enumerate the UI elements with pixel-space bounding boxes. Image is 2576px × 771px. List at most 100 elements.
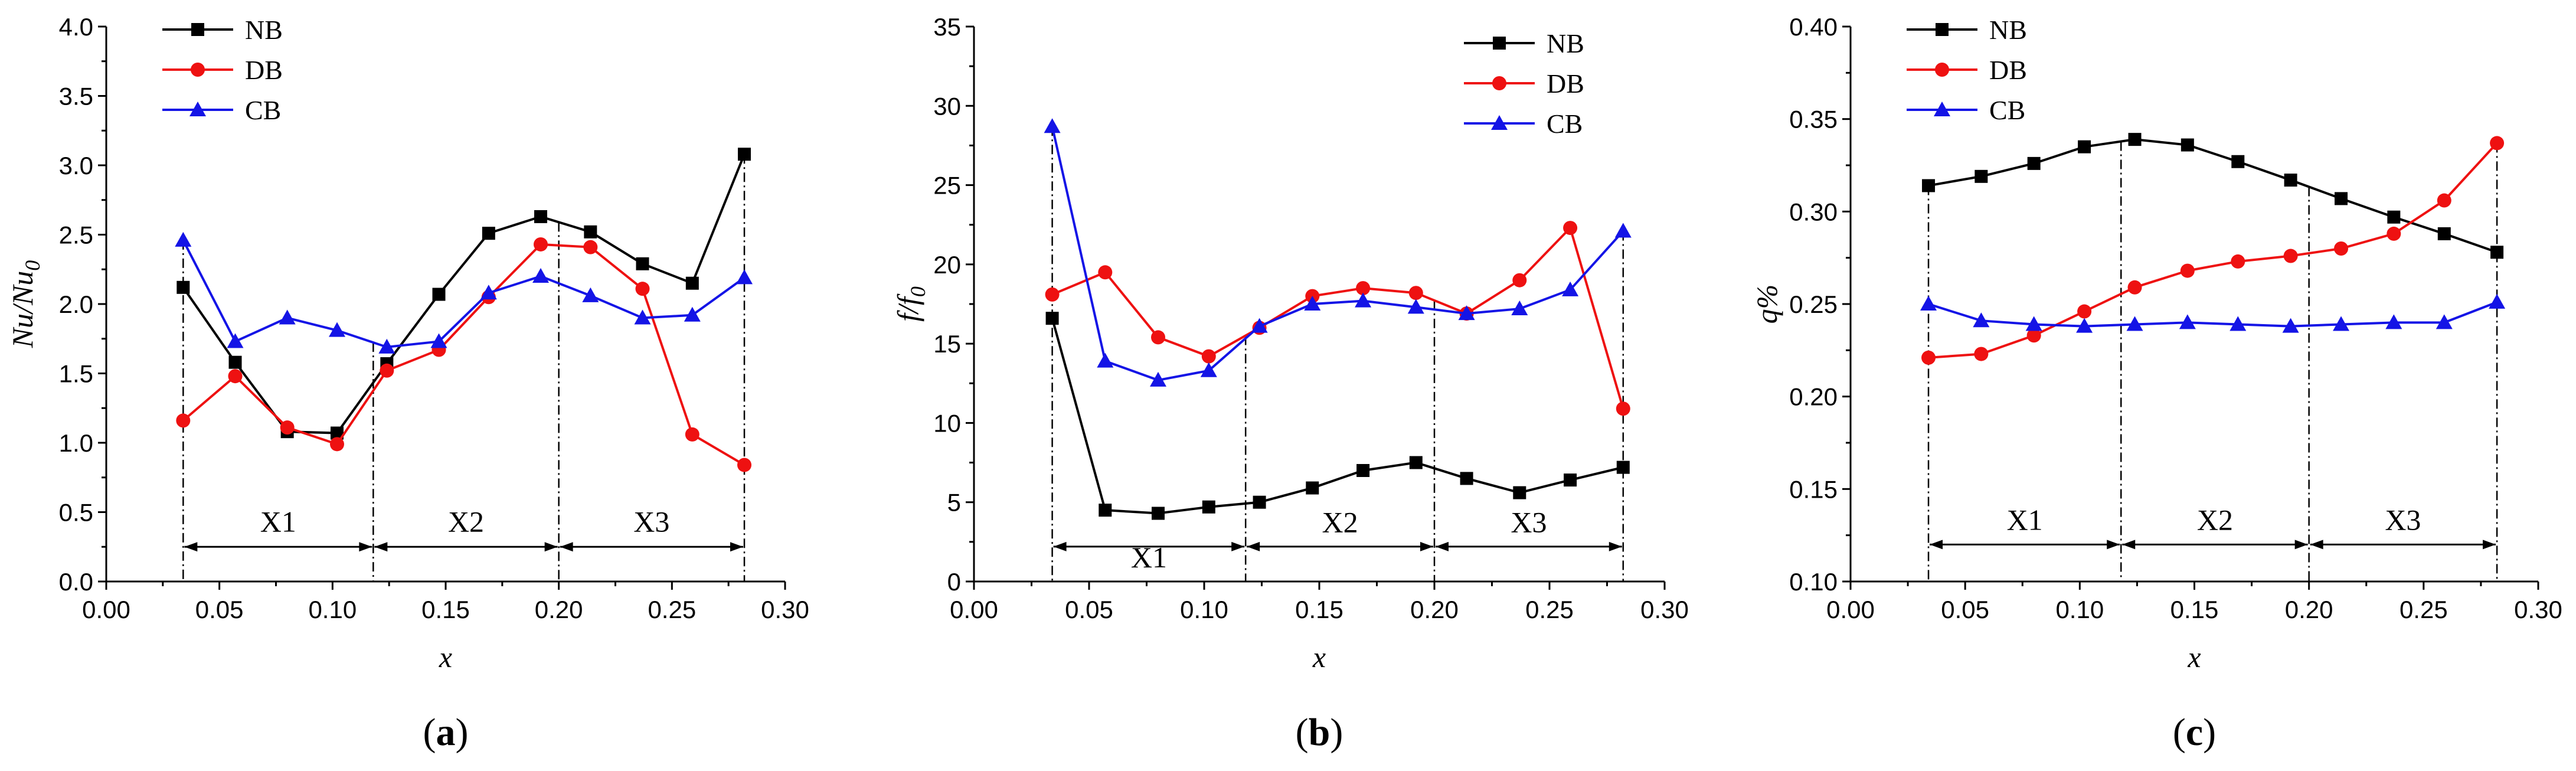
- data-point-db: [1045, 287, 1060, 302]
- region-arrowhead-left: [184, 542, 198, 552]
- region-label-x1: X1: [1131, 541, 1167, 574]
- data-point-db: [2026, 328, 2041, 343]
- data-point-nb: [1356, 464, 1370, 477]
- data-point-db: [1098, 265, 1113, 280]
- data-point-nb: [1306, 481, 1319, 495]
- series-cb: [175, 231, 753, 354]
- y-axis-title: q%: [1750, 285, 1783, 324]
- data-point-nb: [1099, 504, 1112, 517]
- data-point-nb: [2128, 133, 2142, 146]
- data-point-db: [2490, 136, 2505, 151]
- y-tick-label: 3.0: [59, 152, 93, 179]
- series-nb: [1922, 133, 2504, 259]
- data-point-nb: [534, 210, 547, 223]
- data-point-nb: [2335, 192, 2348, 205]
- panel-label-letter: b: [1309, 711, 1331, 754]
- data-point-nb: [738, 148, 751, 161]
- data-point-nb: [2027, 156, 2041, 170]
- data-point-db: [2077, 304, 2092, 319]
- legend: NB DB CB: [1464, 28, 1584, 139]
- data-point-nb: [1975, 169, 1988, 183]
- region-label-x1: X1: [2007, 503, 2043, 536]
- data-point-cb: [1458, 305, 1475, 321]
- y-tick-label: 1.5: [59, 360, 93, 388]
- series-db: [1045, 221, 1630, 416]
- legend-label-cb: CB: [245, 95, 281, 125]
- x-tick-label: 0.05: [1065, 596, 1113, 623]
- data-point-cb: [532, 268, 549, 283]
- data-point-cb: [175, 231, 192, 247]
- data-point-nb: [482, 227, 495, 240]
- legend-marker-nb: [1493, 37, 1506, 50]
- region-arrowhead-right: [1420, 541, 1433, 551]
- region-label-x2: X2: [2197, 503, 2233, 536]
- data-point-nb: [2284, 174, 2297, 187]
- panel-label-close-paren: ): [456, 711, 469, 754]
- data-point-cb: [1251, 318, 1268, 333]
- series-line-cb: [182, 239, 746, 348]
- data-point-cb: [1511, 300, 1528, 316]
- data-point-cb: [1044, 118, 1061, 133]
- data-point-nb: [2437, 227, 2451, 240]
- x-tick-label: 0.00: [82, 596, 130, 623]
- y-tick-label: 20: [933, 251, 961, 279]
- data-point-db: [1201, 349, 1216, 364]
- x-tick-label: 0.25: [2400, 596, 2448, 623]
- region-label-x2: X2: [1322, 506, 1358, 539]
- region-arrowhead-left: [1436, 541, 1449, 551]
- data-point-cb: [1304, 296, 1321, 311]
- data-point-cb: [2489, 293, 2506, 309]
- region-label-x1: X1: [260, 505, 296, 538]
- data-point-nb: [1152, 507, 1165, 520]
- data-point-cb: [2126, 316, 2143, 331]
- region-arrowhead-left: [2310, 540, 2323, 550]
- region-arrowhead-left: [2122, 540, 2136, 550]
- y-axis-title-subscript: 0: [21, 260, 44, 271]
- data-point-nb: [1460, 472, 1473, 485]
- y-tick-label: 0.0: [59, 568, 93, 596]
- y-tick-label: 4.0: [59, 13, 93, 41]
- legend-marker-db: [1935, 63, 1949, 77]
- region-arrowhead-right: [359, 542, 372, 552]
- region-arrowhead-right: [1609, 541, 1622, 551]
- data-point-db: [176, 413, 191, 428]
- series-cb: [1920, 293, 2506, 333]
- region-arrowhead-right: [544, 542, 558, 552]
- data-point-db: [1921, 350, 1936, 365]
- data-point-cb: [480, 285, 497, 300]
- region-arrowhead-right: [2483, 540, 2496, 550]
- legend-marker-cb: [189, 102, 206, 116]
- data-point-nb: [1922, 179, 1936, 192]
- x-axis-title: x: [2187, 641, 2201, 674]
- data-point-nb: [1616, 460, 1630, 474]
- data-point-nb: [176, 280, 190, 294]
- data-point-nb: [2387, 210, 2401, 224]
- y-tick-label: 35: [933, 13, 961, 41]
- series-nb: [176, 148, 751, 440]
- series-line-cb: [1051, 126, 1624, 381]
- data-point-cb: [1150, 371, 1166, 387]
- y-tick-label: 0.40: [1789, 13, 1838, 41]
- data-point-db: [2334, 241, 2349, 256]
- data-point-cb: [430, 333, 447, 348]
- legend-label-db: DB: [1989, 55, 2027, 85]
- data-point-cb: [1097, 352, 1114, 368]
- data-point-nb: [2490, 246, 2504, 259]
- data-point-db: [2231, 254, 2245, 269]
- data-point-db: [1512, 273, 1527, 288]
- legend-marker-db: [191, 63, 205, 77]
- data-point-cb: [2333, 316, 2350, 331]
- legend-marker-nb: [1936, 23, 1949, 36]
- legend: NB DB CB: [1907, 15, 2027, 125]
- series-nb: [1045, 312, 1630, 520]
- region-arrowhead-left: [1247, 541, 1260, 551]
- series-cb: [1044, 118, 1632, 387]
- data-point-cb: [227, 333, 244, 348]
- panel-label: (a): [423, 711, 469, 754]
- data-point-cb: [329, 322, 345, 337]
- x-tick-label: 0.00: [950, 596, 998, 623]
- legend-marker-cb: [1491, 115, 1508, 130]
- series-db: [176, 237, 751, 472]
- legend-marker-db: [1492, 76, 1506, 90]
- y-tick-label: 0.5: [59, 499, 93, 527]
